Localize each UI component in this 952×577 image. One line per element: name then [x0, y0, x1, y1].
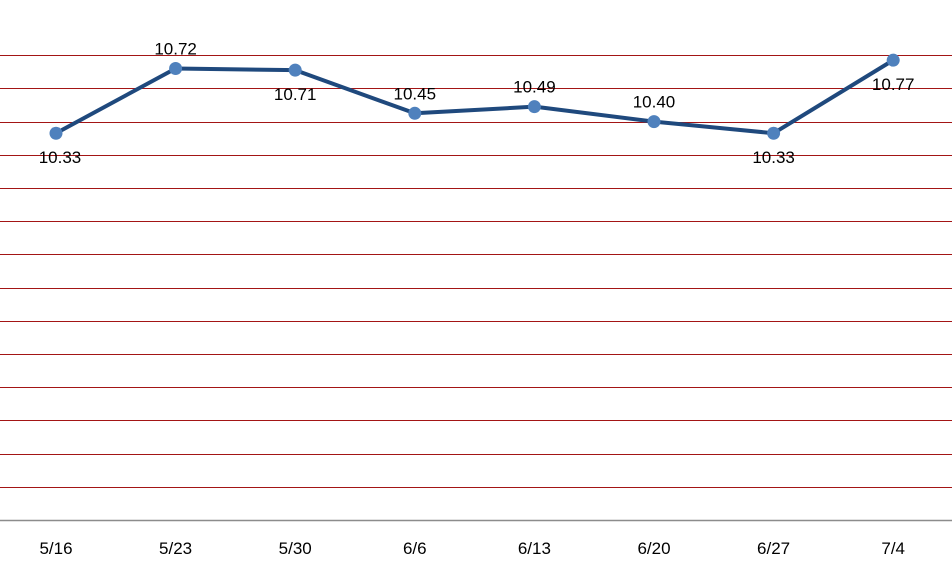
x-tick-label: 6/13 — [518, 539, 551, 558]
x-tick-label: 5/23 — [159, 539, 192, 558]
x-tick-labels: 5/16 5/23 5/30 6/6 6/13 6/20 6/27 7/4 — [39, 539, 905, 558]
data-label: 10.77 — [872, 75, 915, 94]
data-points — [49, 53, 900, 140]
data-label: 10.71 — [274, 85, 317, 104]
data-label: 10.49 — [513, 78, 556, 97]
x-tick-label: 6/27 — [757, 539, 790, 558]
x-tick-label: 5/30 — [279, 539, 312, 558]
data-label: 10.40 — [633, 93, 676, 112]
x-tick-label: 6/20 — [637, 539, 670, 558]
x-tick-label: 5/16 — [39, 539, 72, 558]
data-point — [527, 100, 541, 114]
data-point — [49, 126, 63, 140]
data-point — [647, 115, 661, 129]
series-line — [54, 58, 896, 136]
data-label: 10.72 — [154, 39, 197, 58]
data-label: 10.33 — [39, 148, 82, 167]
x-tick-label: 6/6 — [403, 539, 427, 558]
data-label: 10.45 — [394, 84, 437, 103]
data-label: 10.33 — [752, 148, 795, 167]
data-labels: 10.33 10.72 10.71 10.45 10.49 10.40 10.33 10.77 — [39, 39, 915, 167]
data-point — [288, 63, 302, 77]
data-point — [169, 61, 183, 75]
data-point — [408, 106, 422, 120]
data-point — [767, 126, 781, 140]
gridlines — [0, 55, 952, 488]
data-point — [886, 53, 900, 67]
x-tick-label: 7/4 — [881, 539, 905, 558]
